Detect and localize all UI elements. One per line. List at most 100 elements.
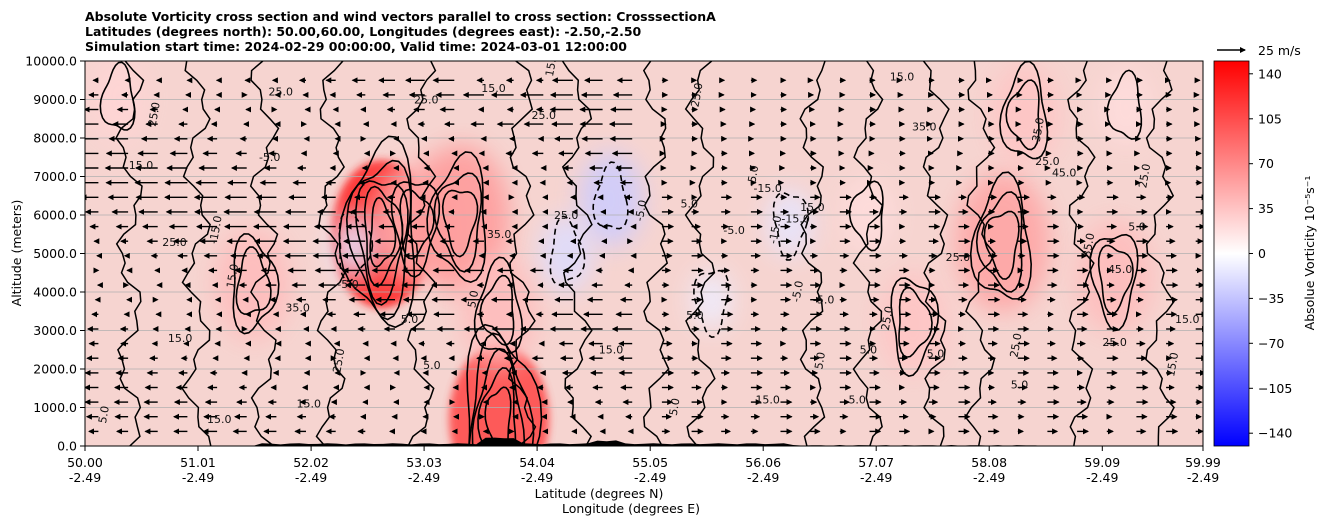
contour-line <box>315 61 346 446</box>
contour-label: 35.0 <box>1030 116 1047 142</box>
contour-label: 5.0 <box>848 394 866 407</box>
contour-label: -5.0 <box>723 224 744 237</box>
contour-labels: 25.0 25.0 25.0 15.0 15.0 25.0 25.0 35.0 15.0 35.0… <box>96 51 1200 426</box>
contour-label: 35.0 <box>912 120 937 133</box>
contour-line <box>848 180 884 252</box>
contour-label: 5.0 <box>423 359 441 372</box>
x-tick-label-lat: 58.08 <box>971 455 1007 470</box>
contour-label: 15.0 <box>129 159 154 172</box>
contour-label: 35.0 <box>1080 232 1097 258</box>
x-tick-label-lon: -2.49 <box>1086 470 1118 485</box>
contour-label: 25.0 <box>162 236 187 249</box>
contour-line <box>799 61 826 446</box>
colorbar-tick-label: 70 <box>1258 156 1274 171</box>
y-tick-label: 8000.0 <box>33 131 77 146</box>
x-tick-label-lon: -2.49 <box>973 470 1005 485</box>
contour-line <box>507 61 537 446</box>
contour-label: 25.0 <box>532 109 557 122</box>
y-axis: 0.0 1000.0 2000.0 3000.0 4000.0 5000.0 6000.0 7… <box>25 54 85 454</box>
contour-line <box>115 61 145 446</box>
contour-line <box>466 323 543 446</box>
contour-label: 25.0 <box>269 86 294 99</box>
colorbar-gradient <box>1213 60 1250 447</box>
title-line-1: Absolute Vorticity cross section and win… <box>85 9 716 24</box>
contour-label: 25.0 <box>146 101 163 127</box>
x-tick-label-lat: 54.04 <box>519 455 555 470</box>
x-tick-label-lon: -2.49 <box>69 470 101 485</box>
colorbar-tick-label: −105 <box>1258 381 1292 396</box>
contour-label: 25.0 <box>1102 336 1127 349</box>
contour-label: 5.0 <box>686 309 704 322</box>
contour-label: 15.0 <box>168 332 193 345</box>
y-tick-label: 9000.0 <box>33 92 77 107</box>
contour-line <box>99 61 136 131</box>
contour-label: 15.0 <box>1164 351 1181 377</box>
x-tick-label-lon: -2.49 <box>860 470 892 485</box>
vorticity-blob <box>1076 220 1153 333</box>
x-tick-label-lon: -2.49 <box>295 470 327 485</box>
title-line-3: Simulation start time: 2024-02-29 00:00:… <box>85 39 627 54</box>
y-tick-label: 5000.0 <box>33 246 77 261</box>
x-tick-label-lat: 55.05 <box>632 455 668 470</box>
x-tick-label-lon: -2.49 <box>408 470 440 485</box>
contour-line <box>772 192 809 261</box>
contour-label: 15.0 <box>543 51 560 77</box>
y-tick-label: 1000.0 <box>33 400 77 415</box>
contour-line <box>1089 233 1139 332</box>
contour-label: 15.0 <box>800 201 825 214</box>
x-tick-label-lon: -2.49 <box>747 470 779 485</box>
contour-line <box>433 172 483 273</box>
contour-label: -5.0 <box>789 280 806 303</box>
x-tick-label-lon: -2.49 <box>1187 470 1219 485</box>
vorticity-blob <box>990 63 1061 167</box>
contour-line <box>999 61 1049 160</box>
y-tick-label: 0.0 <box>57 439 77 454</box>
contour-label: 15.0 <box>1175 313 1200 326</box>
colorbar-tick-label: 140 <box>1258 66 1282 81</box>
contour-line <box>549 215 586 286</box>
x-tick-label-lat: 51.01 <box>180 455 216 470</box>
contour-line <box>441 189 479 258</box>
contour-label: 15.0 <box>207 413 232 426</box>
colorbar-tick-label: −35 <box>1258 291 1284 306</box>
x-tick-label-lon: -2.49 <box>634 470 666 485</box>
contour-line <box>852 61 884 446</box>
contour-line <box>232 233 280 335</box>
contour-line <box>338 210 374 282</box>
contour-label: 15.0 <box>599 344 624 357</box>
contour-label: 25.0 <box>554 209 579 222</box>
contour-line <box>898 286 933 358</box>
colorbar-label: Absolue Vorticity 10⁻⁵s⁻¹ <box>1302 176 1317 331</box>
contour-label: 25.0 <box>879 305 896 331</box>
contour-label: 15.0 <box>297 398 322 411</box>
y-tick-label: 10000.0 <box>25 54 77 69</box>
contour-label: -15.0 <box>781 213 809 226</box>
contour-line <box>890 277 940 377</box>
colorbar-ticks: 140 105 70 35 0 −35 −70 −105 −140 <box>1249 66 1292 441</box>
contour-line <box>406 61 437 446</box>
contour-label: 35.0 <box>487 228 512 241</box>
x-axis-label-latitude: Latitude (degrees N) <box>535 486 664 501</box>
x-tick-label-lat: 59.99 <box>1185 455 1221 470</box>
colorbar-tick-label: −140 <box>1258 426 1292 441</box>
vorticity-blob <box>878 271 949 375</box>
x-tick-label-lat: 56.06 <box>745 455 781 470</box>
contour-label: 15.0 <box>224 263 241 289</box>
plot-area: 25.0 25.0 25.0 15.0 15.0 25.0 25.0 35.0 15.0 35.0… <box>84 51 1204 447</box>
x-tick-label-lon: -2.49 <box>182 470 214 485</box>
contour-label: 5.0 <box>667 397 683 416</box>
contour-label: 15.0 <box>890 70 915 83</box>
contour-label: 5.0 <box>1128 220 1146 233</box>
contour-line <box>969 171 1033 300</box>
contour-line <box>922 61 950 446</box>
terrain-silhouette <box>85 437 1203 446</box>
contour-label: 45.0 <box>1108 263 1133 276</box>
x-tick-label-lat: 59.09 <box>1084 455 1120 470</box>
y-tick-label: 4000.0 <box>33 285 77 300</box>
contour-label: 5.0 <box>465 289 481 308</box>
contour-label: 5.0 <box>1011 378 1029 391</box>
contour-label: -15.0 <box>207 215 225 245</box>
wind-vectors <box>85 77 1203 435</box>
colorbar-tick-label: −70 <box>1258 336 1284 351</box>
